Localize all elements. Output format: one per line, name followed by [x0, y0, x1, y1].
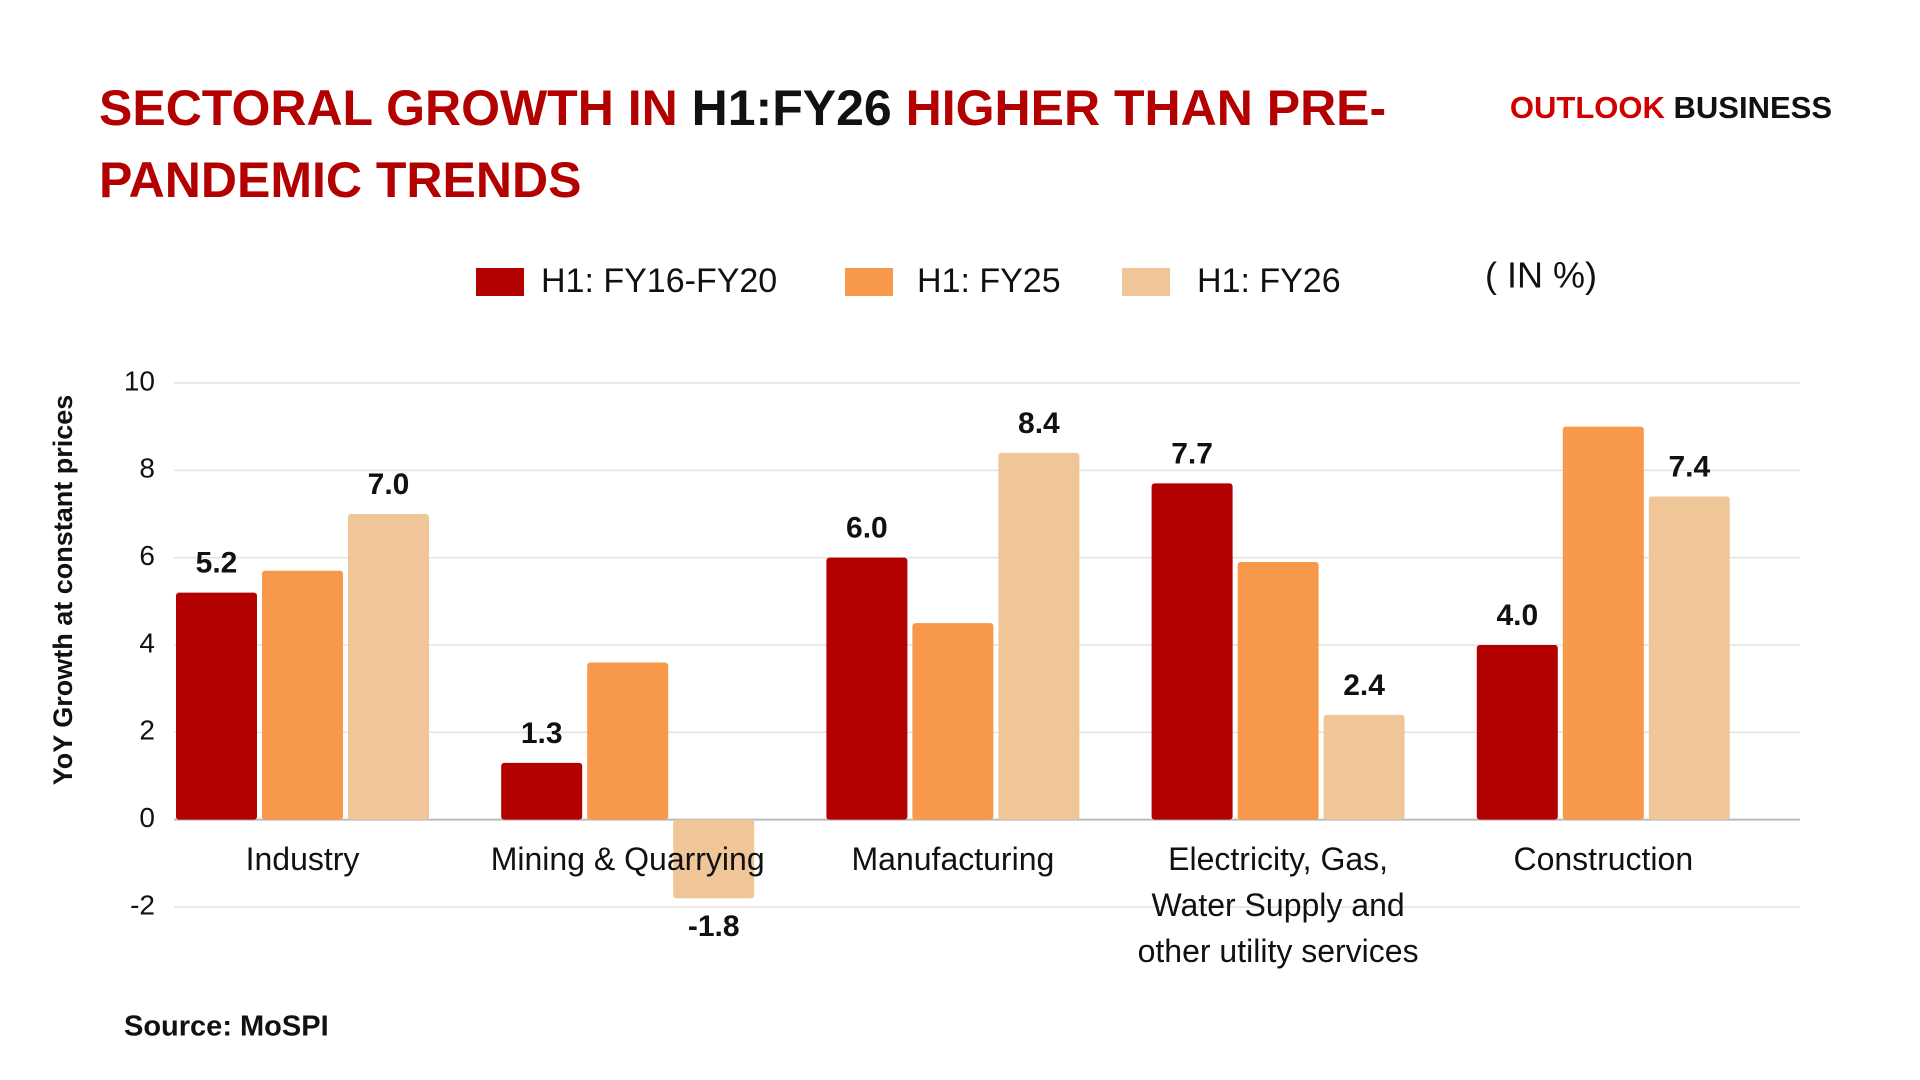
bar	[1323, 714, 1405, 820]
y-axis-label: YoY Growth at constant prices	[48, 395, 78, 786]
bar	[501, 762, 583, 820]
x-tick-label: Construction	[1513, 840, 1694, 877]
data-label: 7.7	[1171, 437, 1213, 470]
bar	[1237, 562, 1319, 820]
x-tick-label: Manufacturing	[851, 840, 1055, 877]
brand-part: BUSINESS	[1673, 90, 1832, 125]
bar	[1562, 426, 1644, 820]
data-label: 7.4	[1668, 450, 1710, 483]
y-tick-label: -2	[130, 889, 155, 920]
y-tick-label: 10	[124, 365, 155, 396]
x-tick-label: Mining & Quarrying	[490, 840, 765, 877]
legend-swatch	[845, 268, 893, 296]
title-part: SECTORAL GROWTH IN	[99, 80, 678, 136]
data-label: 1.3	[521, 717, 563, 750]
bar	[998, 452, 1080, 820]
title-part: HIGHER THAN PRE-PANDEMIC TRENDS	[99, 80, 1387, 208]
bar	[262, 570, 343, 820]
bar	[1648, 496, 1730, 820]
data-label: 6.0	[846, 512, 888, 545]
y-tick-label: 6	[139, 540, 155, 571]
y-tick-label: 8	[139, 453, 155, 484]
legend-label: H1: FY26	[1197, 262, 1341, 300]
y-tick-label: 4	[139, 627, 155, 658]
x-tick-label: Industry	[245, 840, 360, 877]
brand-part: OUTLOOK	[1509, 90, 1665, 125]
bar	[1476, 645, 1558, 820]
bar	[1151, 483, 1233, 820]
y-tick-label: 2	[139, 715, 155, 746]
data-label: -1.8	[688, 910, 740, 943]
data-label: 5.2	[196, 547, 238, 580]
data-label: 8.4	[1018, 407, 1060, 440]
bar	[348, 514, 429, 820]
data-label: 7.0	[368, 468, 410, 501]
bar	[912, 623, 994, 820]
chart-title: SECTORAL GROWTH IN H1:FY26 HIGHER THAN P…	[99, 72, 1499, 216]
data-label: 4.0	[1496, 599, 1538, 632]
bar	[587, 662, 669, 820]
bar	[673, 819, 755, 899]
y-tick-label: 0	[139, 802, 155, 833]
bar	[826, 557, 908, 820]
title-part: H1:FY26	[691, 80, 892, 136]
legend-label: H1: FY25	[917, 262, 1061, 300]
x-tick-label: Electricity, Gas, Water Supply and other…	[1137, 840, 1419, 969]
bar	[176, 592, 257, 820]
unit-note: ( IN %)	[1485, 255, 1597, 296]
legend-swatch	[476, 268, 524, 296]
legend-label: H1: FY16-FY20	[541, 262, 777, 300]
legend-swatch	[1122, 268, 1170, 296]
brand: OUTLOOK BUSINESS	[1510, 90, 1832, 126]
source: Source: MoSPI	[124, 1011, 329, 1043]
data-label: 2.4	[1343, 669, 1385, 702]
